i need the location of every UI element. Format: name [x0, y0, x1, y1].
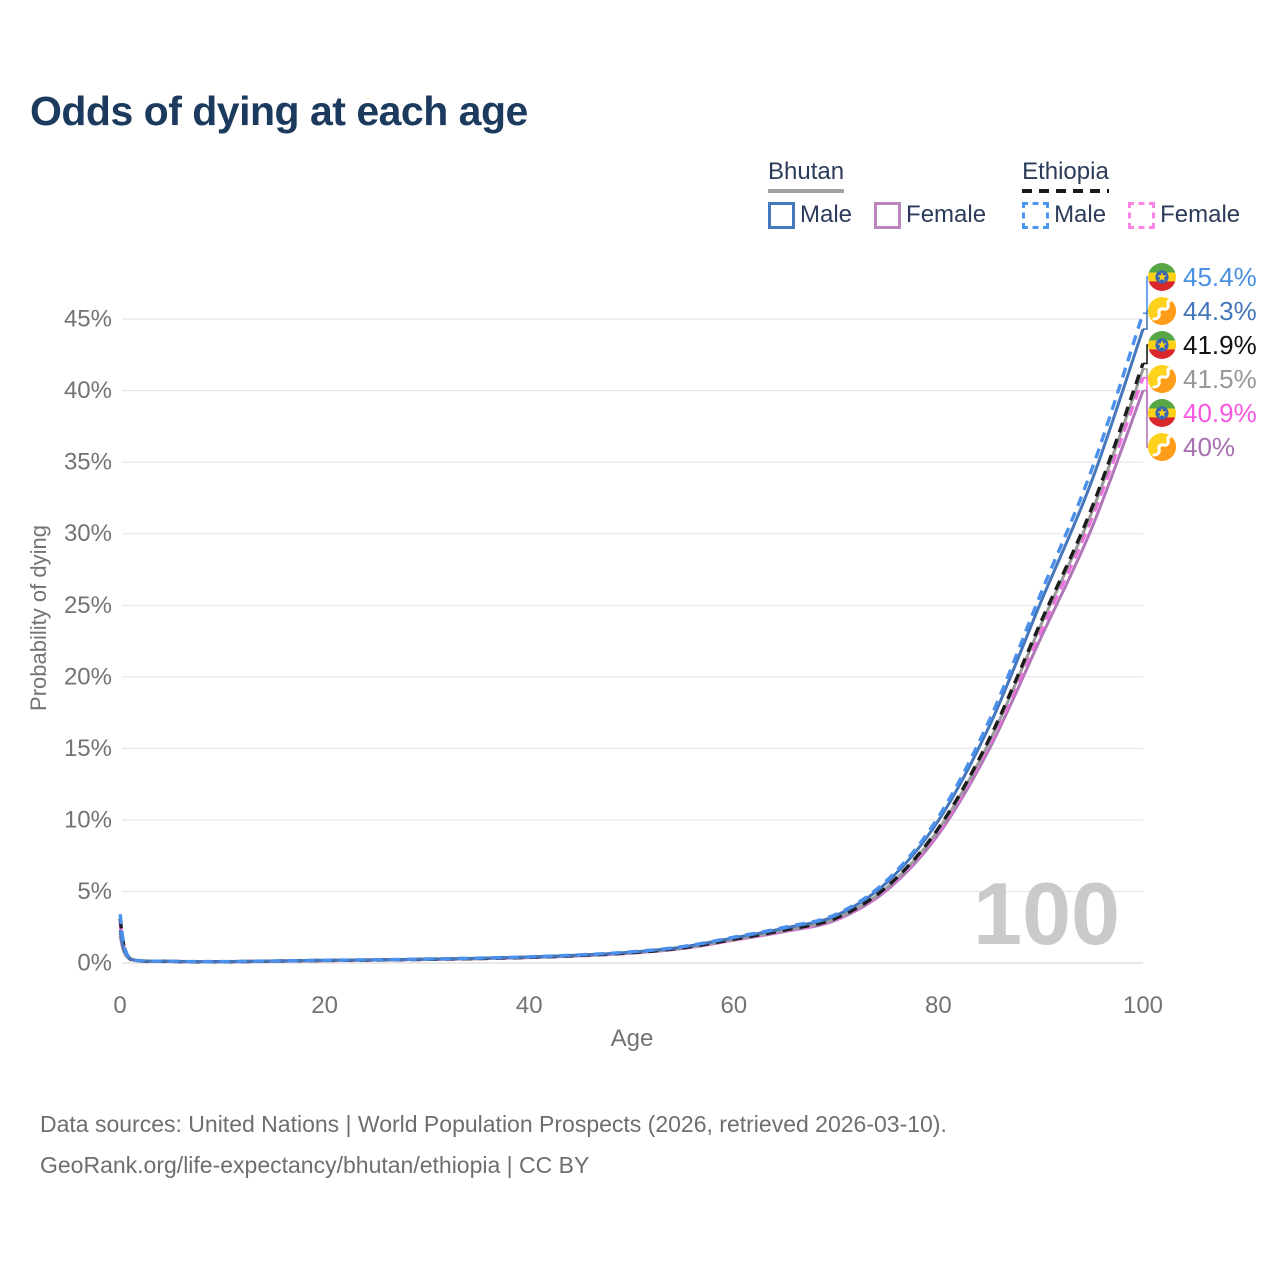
legend-item-ethiopia-female[interactable]: Female [1128, 201, 1240, 229]
legend: Bhutan Male Female Ethiopia Male Female [768, 158, 1240, 229]
legend-item-label: Female [1160, 201, 1241, 228]
end-label-bhutan_both: 41.5% [1183, 364, 1257, 394]
legend-swatch-icon [1022, 201, 1050, 229]
footer-attribution-line: GeoRank.org/life-expectancy/bhutan/ethio… [40, 1152, 590, 1178]
legend-item-bhutan-male[interactable]: Male [768, 201, 852, 229]
axis-labels: 0% 5% 10% 15% 20% 25% 30% 35% 40% 45% 0 20 40 60 80 100 [64, 306, 1163, 1020]
end-label-bhutan_male: 44.3% [1183, 296, 1257, 326]
footer: Data sources: United Nations | World Pop… [40, 1104, 947, 1186]
series-line-ethiopia_male[interactable] [118, 312, 1145, 964]
y-tick-label: 30% [64, 520, 112, 547]
bhutan-flag-icon [1148, 297, 1176, 325]
footer-source-line: Data sources: United Nations | World Pop… [40, 1111, 947, 1137]
legend-group-ethiopia: Ethiopia Male Female [1022, 158, 1240, 229]
x-tick-label: 40 [516, 992, 543, 1019]
legend-item-bhutan-female[interactable]: Female [874, 201, 986, 229]
bhutan-flag-icon [1148, 433, 1176, 461]
end-label-ethiopia_both: 41.9% [1183, 330, 1257, 360]
legend-item-label: Male [800, 201, 853, 228]
gridlines [122, 318, 1143, 964]
y-tick-label: 0% [77, 950, 112, 977]
legend-country-label-bhutan[interactable]: Bhutan [768, 158, 845, 185]
end-labels: 45.4% 44.3% 41.9% 41.5% 40.9% 40% [1143, 262, 1257, 462]
leader-line-ethiopia_both [1143, 344, 1149, 365]
legend-swatch-icon [1128, 201, 1156, 229]
ethiopia-flag-icon [1148, 331, 1176, 359]
legend-item-label: Female [906, 201, 987, 228]
x-tick-label: 0 [113, 992, 126, 1019]
legend-country-linestyle-dashed [1022, 189, 1109, 193]
ethiopia-flag-icon [1148, 399, 1176, 427]
y-tick-label: 45% [64, 306, 112, 333]
legend-item-label: Male [1054, 201, 1107, 228]
y-tick-label: 20% [64, 663, 112, 690]
legend-swatch-icon [768, 201, 795, 229]
legend-swatch-icon [874, 201, 902, 229]
leader-line-ethiopia_male [1143, 276, 1149, 315]
leader-line-ethiopia_female [1143, 376, 1149, 414]
y-tick-label: 15% [64, 735, 112, 762]
age-watermark: 100 [973, 864, 1120, 963]
legend-group-bhutan: Bhutan Male Female [768, 158, 986, 229]
end-label-bhutan_female: 40% [1183, 432, 1235, 462]
x-tick-label: 60 [720, 992, 747, 1019]
bhutan-flag-icon [1148, 365, 1176, 393]
y-tick-label: 10% [64, 806, 112, 833]
y-tick-label: 5% [77, 878, 112, 905]
page-title: Odds of dying at each age [30, 88, 528, 134]
legend-item-ethiopia-male[interactable]: Male [1022, 201, 1106, 229]
ethiopia-flag-icon [1148, 263, 1176, 291]
x-tick-label: 100 [1123, 992, 1163, 1019]
end-label-ethiopia_male: 45.4% [1183, 262, 1257, 292]
y-axis-title: Probability of dying [26, 525, 51, 711]
y-tick-label: 40% [64, 377, 112, 404]
x-axis-title: Age [611, 1025, 654, 1052]
x-tick-label: 20 [311, 992, 338, 1019]
x-tick-label: 80 [925, 992, 952, 1019]
series-lines [118, 312, 1145, 964]
end-label-ethiopia_female: 40.9% [1183, 398, 1257, 428]
leader-line-bhutan_female [1143, 389, 1149, 448]
legend-country-linestyle-solid [768, 189, 845, 193]
y-tick-label: 25% [64, 592, 112, 619]
legend-country-label-ethiopia[interactable]: Ethiopia [1022, 158, 1109, 185]
y-tick-label: 35% [64, 449, 112, 476]
